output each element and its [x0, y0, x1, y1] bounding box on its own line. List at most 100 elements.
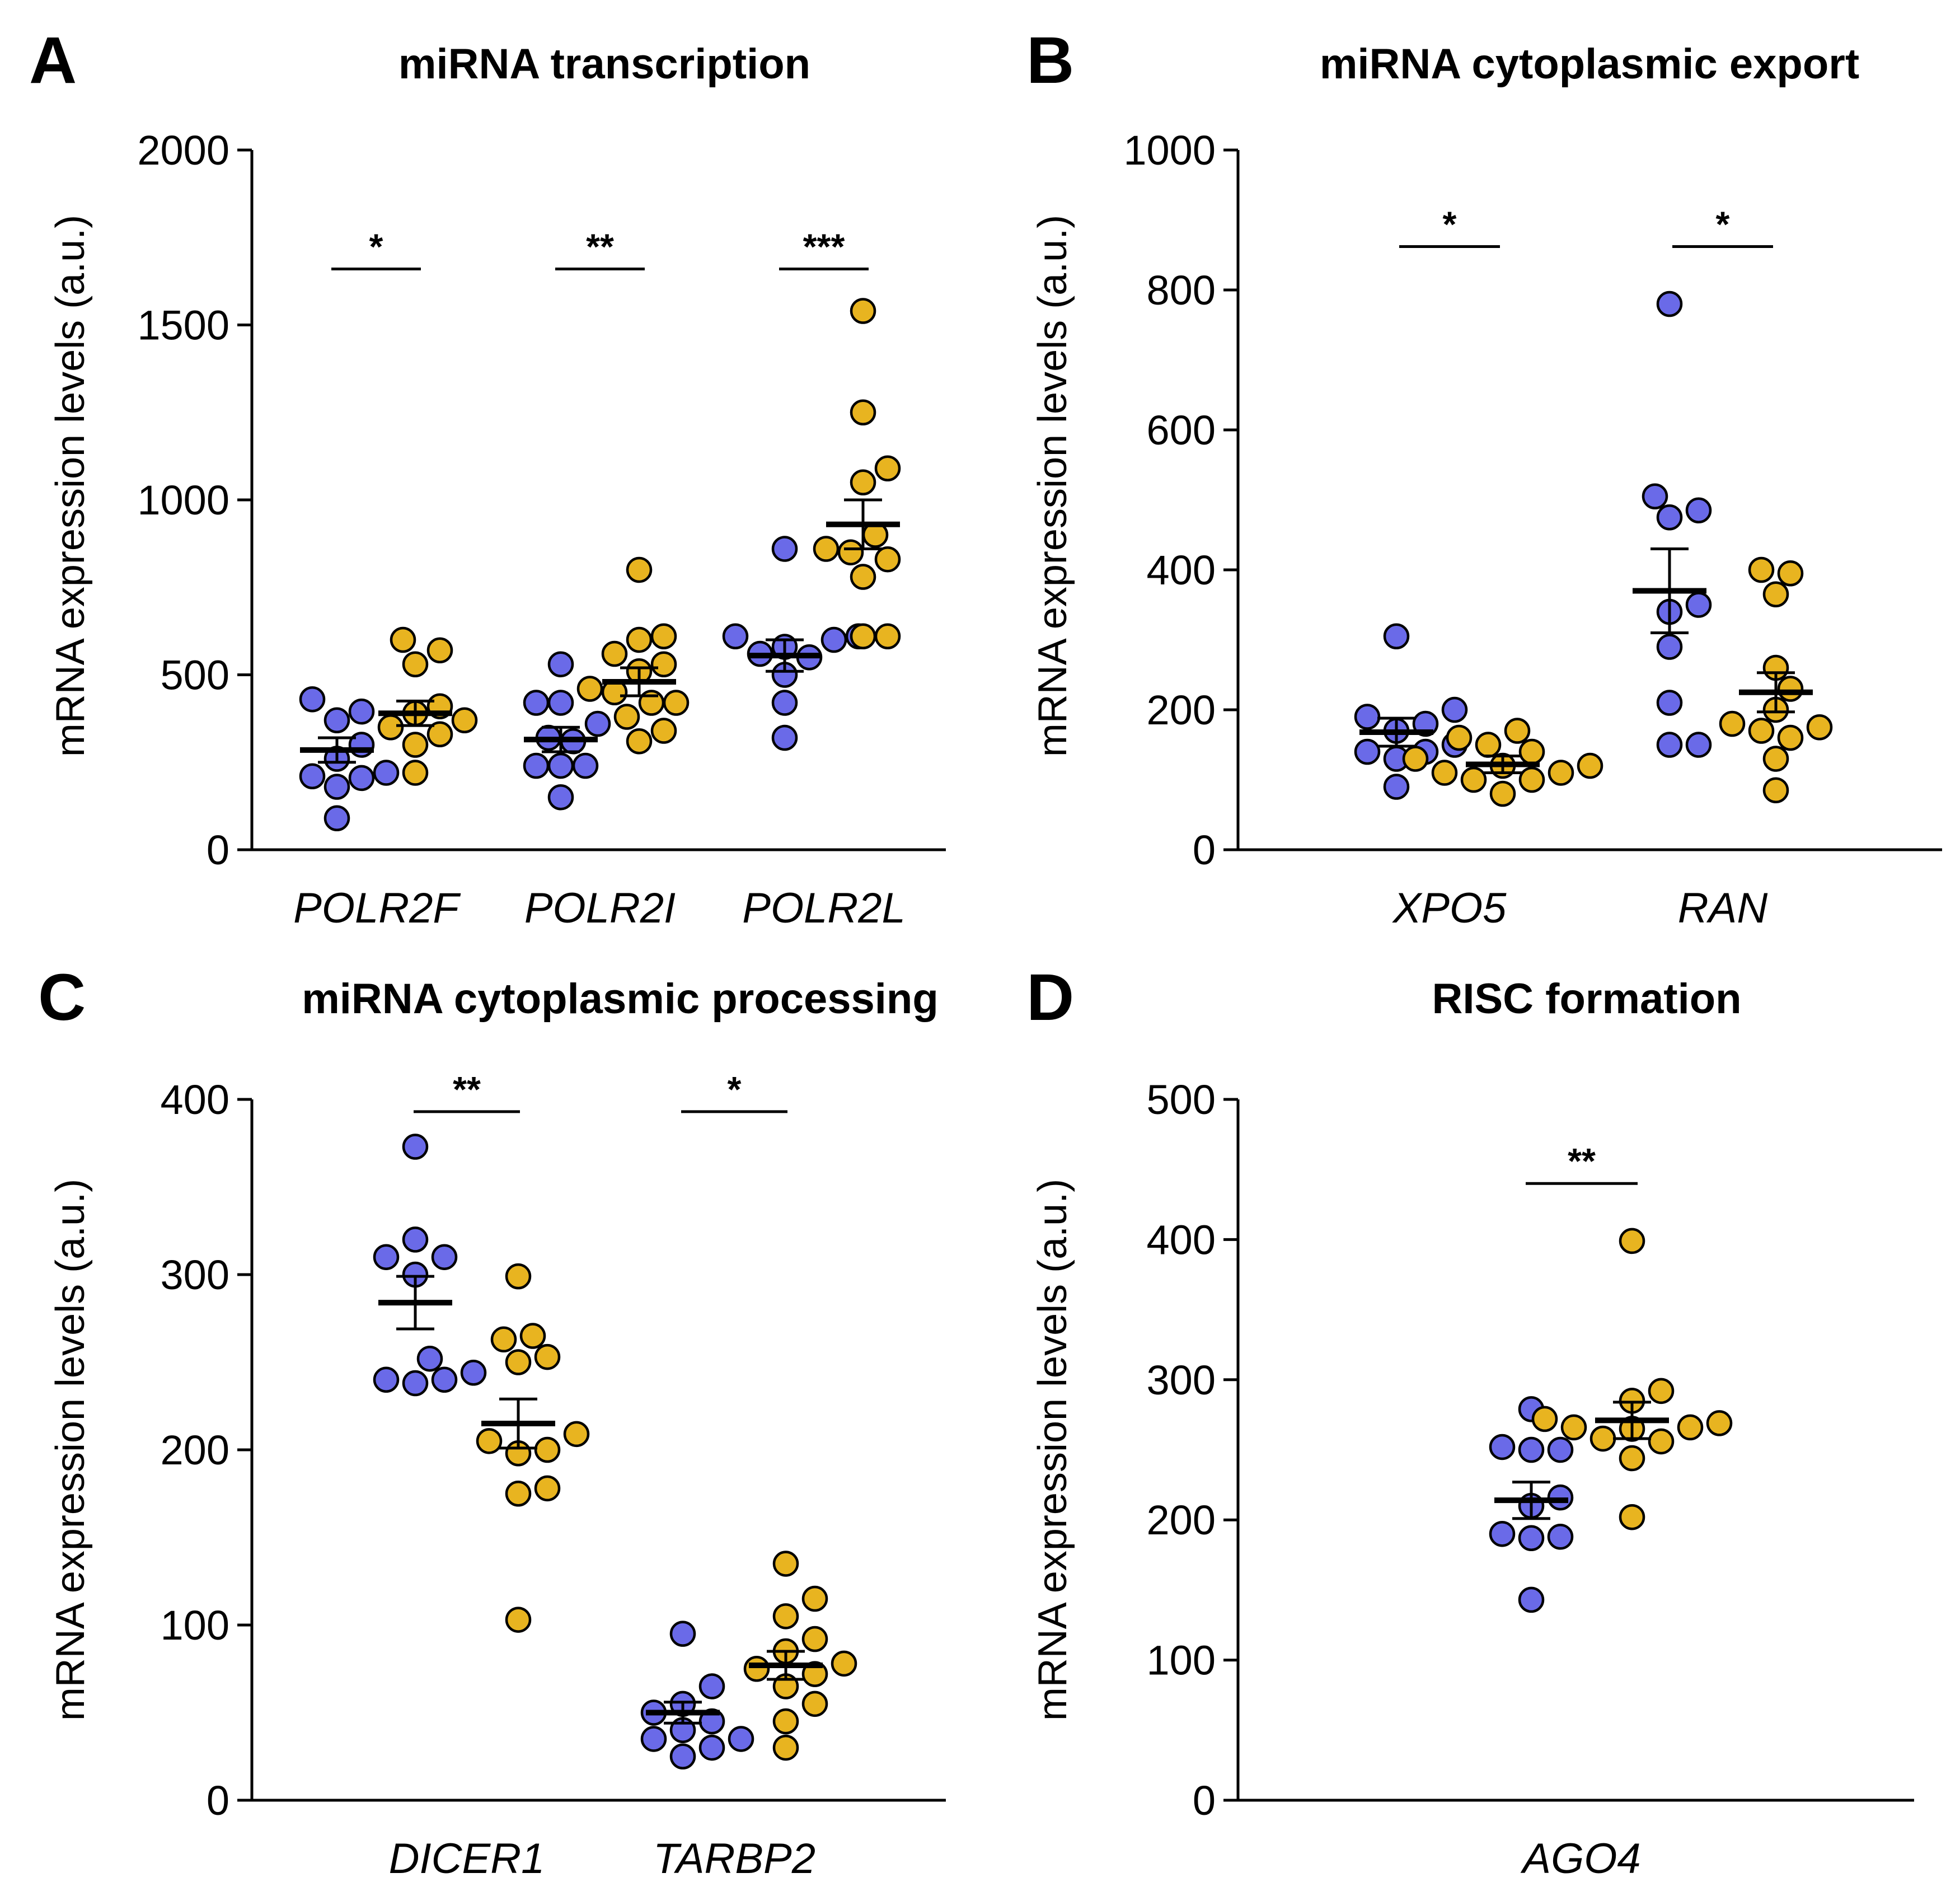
panel-a-group2-polr2l-group	[813, 298, 901, 649]
panel-d-category-label: AGO4	[1520, 1835, 1640, 1883]
panel-a-data-point	[771, 690, 798, 716]
panel-b-data-point	[1685, 497, 1712, 523]
panel-c-group2-dicer1-group	[476, 1263, 590, 1633]
panel-a-data-point	[576, 676, 603, 702]
panel-a-data-point	[547, 651, 574, 677]
panel-c-data-point	[669, 1621, 696, 1647]
panel-a-data-point	[373, 760, 400, 786]
panel-b-data-point	[1441, 696, 1468, 723]
panel-a-significance-stars: **	[586, 227, 614, 267]
panel-b-data-point	[1748, 718, 1775, 744]
panel-c-data-point	[743, 1656, 770, 1682]
panel-a-data-point	[650, 623, 677, 649]
panel-d-data-point	[1518, 1586, 1545, 1613]
panel-a-data-point	[874, 546, 901, 573]
panel-a-data-point	[874, 623, 901, 649]
panel-d-data-point	[1489, 1520, 1516, 1547]
panel-a-data-point	[390, 626, 416, 653]
panel-d-data-point	[1619, 1228, 1645, 1254]
panel-d-group2-ago4-group	[1531, 1228, 1733, 1530]
panel-c-data-point	[801, 1585, 828, 1612]
panel-a-data-point	[426, 721, 453, 747]
panel-b-data-point	[1656, 504, 1683, 531]
panel-d-data-point	[1619, 1504, 1645, 1530]
panel-a-data-point	[820, 626, 847, 653]
panel-b-y-tick-label: 0	[1193, 827, 1216, 873]
panel-a-data-point	[626, 556, 653, 583]
panel-a-data-point	[426, 637, 453, 663]
panel-c-letter: C	[38, 961, 86, 1034]
panel-c-data-point	[534, 1436, 561, 1463]
panel-d-y-tick-label: 500	[1147, 1076, 1216, 1123]
panel-c-y-tick-label: 400	[161, 1076, 229, 1123]
panel-d-data-point	[1560, 1414, 1587, 1441]
panel-c-data-point	[476, 1428, 503, 1454]
panel-c-data-point	[460, 1360, 487, 1386]
panel-b-data-point	[1777, 560, 1804, 587]
panel-a-data-point	[722, 623, 749, 649]
panel-a: A miRNA transcription mRNA expression le…	[29, 24, 946, 932]
panel-a-data-point	[813, 536, 840, 562]
panel-b-y-axis-label: mRNA expression levels (a.u.)	[1030, 215, 1075, 757]
panel-b-data-point	[1518, 738, 1545, 765]
panel-c-data-point	[640, 1726, 667, 1752]
panel-c-data-point	[801, 1626, 828, 1652]
panel-c-data-point	[373, 1366, 400, 1393]
panel-a-data-point	[613, 704, 640, 730]
panel-b-letter: B	[1026, 24, 1074, 97]
panel-a-data-point	[650, 651, 677, 677]
panel-d-data-point	[1706, 1410, 1733, 1436]
panel-a-group1-polr2l-group	[722, 536, 872, 751]
panel-a-data-point	[348, 698, 375, 725]
panel-d-y-tick-label: 200	[1147, 1497, 1216, 1543]
panel-c-data-point	[373, 1244, 400, 1270]
panel-a-y-tick-label: 500	[161, 652, 229, 699]
panel-a-data-point	[547, 752, 574, 779]
panel-a-y-tick-label: 2000	[137, 127, 229, 174]
panel-b-y-tick-label: 800	[1147, 267, 1216, 313]
panel-a-data-point	[601, 640, 628, 667]
panel-d-data-point	[1489, 1434, 1516, 1460]
panel-a-data-point	[299, 763, 326, 789]
panel-b-y-tick-label: 600	[1147, 407, 1216, 453]
panel-d-y-tick-label: 400	[1147, 1216, 1216, 1263]
panel-c-category-label: TARBP2	[653, 1835, 815, 1883]
panel-a-data-point	[402, 732, 429, 758]
panel-b-data-point	[1504, 718, 1531, 744]
panel-b-group2-ran-group	[1719, 556, 1833, 803]
panel-a-data-point	[663, 690, 690, 716]
panel-a-data-point	[626, 728, 653, 755]
panel-b-data-point	[1656, 291, 1683, 317]
panel-d-data-point	[1648, 1428, 1675, 1455]
panel-d-data-point	[1518, 1436, 1545, 1463]
panel-b-category-label: XPO5	[1392, 884, 1507, 932]
panel-d-title: RISC formation	[1432, 975, 1741, 1023]
panel-a-data-point	[299, 686, 326, 713]
panel-a-y-tick-label: 1000	[137, 477, 229, 523]
panel-d-data-point	[1619, 1445, 1645, 1472]
panel-a-data-point	[523, 752, 550, 779]
panel-b-data-point	[1762, 777, 1789, 803]
panel-b-data-point	[1475, 732, 1502, 758]
panel-c-data-point	[801, 1661, 828, 1687]
panel-b-data-point	[1489, 780, 1516, 807]
panel-a-significance-stars: *	[369, 227, 383, 267]
panel-a-data-point	[650, 718, 677, 744]
panel-b-data-point	[1518, 766, 1545, 793]
panel-b-data-point	[1719, 710, 1746, 737]
panel-b-data-point	[1548, 760, 1574, 786]
panel-b-plot: 0 200 400 600 800 1000 XPO5 RAN * *	[1123, 127, 1942, 932]
panel-a-y-axis-label: mRNA expression levels (a.u.)	[48, 215, 93, 757]
panel-c-group1-tarbp2-group	[640, 1621, 754, 1769]
panel-a-data-point	[348, 765, 375, 792]
panel-b-group1-ran-group	[1633, 291, 1712, 758]
panel-b-data-point	[1777, 724, 1804, 751]
panel-a-data-point	[572, 752, 599, 779]
panel-a-group1-polr2i-group	[523, 651, 611, 811]
panel-d-y-tick-label: 0	[1193, 1777, 1216, 1824]
panel-a-title: miRNA transcription	[398, 40, 810, 88]
panel-d: D RISC formation mRNA expression levels …	[1026, 961, 1914, 1883]
panel-b-y-tick-label: 200	[1147, 687, 1216, 733]
